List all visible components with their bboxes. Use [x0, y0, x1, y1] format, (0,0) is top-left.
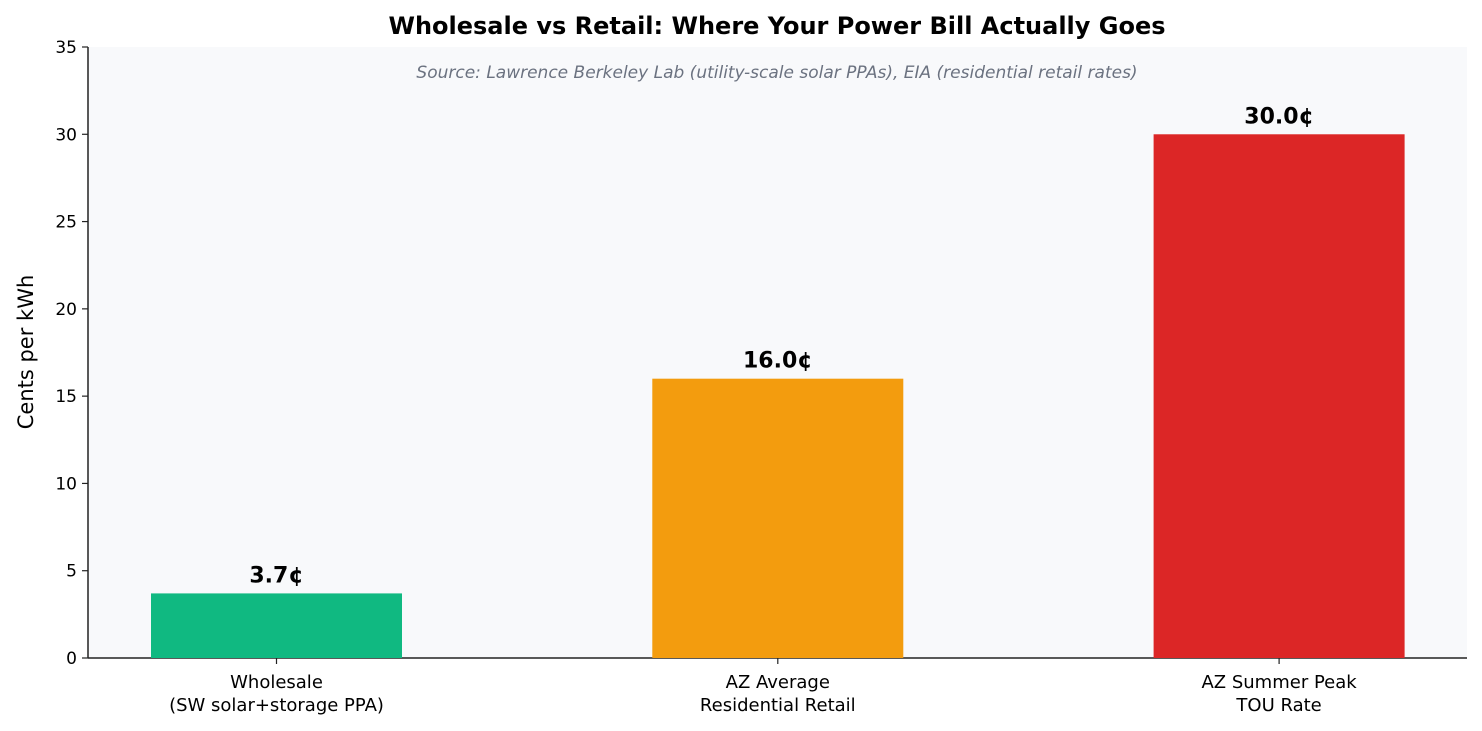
chart-title: Wholesale vs Retail: Where Your Power Bi… [388, 12, 1165, 40]
y-tick-label: 5 [66, 562, 77, 582]
y-tick-label: 35 [55, 38, 77, 58]
x-tick-label: Wholesale (SW solar+storage PPA) [169, 672, 384, 716]
bar [1153, 134, 1405, 659]
y-tick-label: 20 [55, 300, 77, 320]
y-axis-label: Cents per kWh [14, 275, 38, 430]
value-label: 30.0¢ [1244, 104, 1314, 129]
x-tick-label: AZ Average Residential Retail [699, 672, 856, 716]
chart-subtitle: Source: Lawrence Berkeley Lab (utility-s… [416, 63, 1137, 83]
y-tick-label: 15 [55, 387, 77, 407]
y-tick-label: 0 [66, 649, 77, 669]
y-tick-label: 10 [55, 474, 77, 494]
x-tick-label: AZ Summer Peak TOU Rate [1201, 672, 1357, 716]
value-label: 16.0¢ [743, 349, 813, 374]
bar [151, 593, 402, 658]
y-tick-label: 30 [55, 125, 77, 145]
bar [652, 378, 904, 658]
y-tick-label: 25 [55, 213, 77, 233]
value-label: 3.7¢ [249, 563, 303, 588]
